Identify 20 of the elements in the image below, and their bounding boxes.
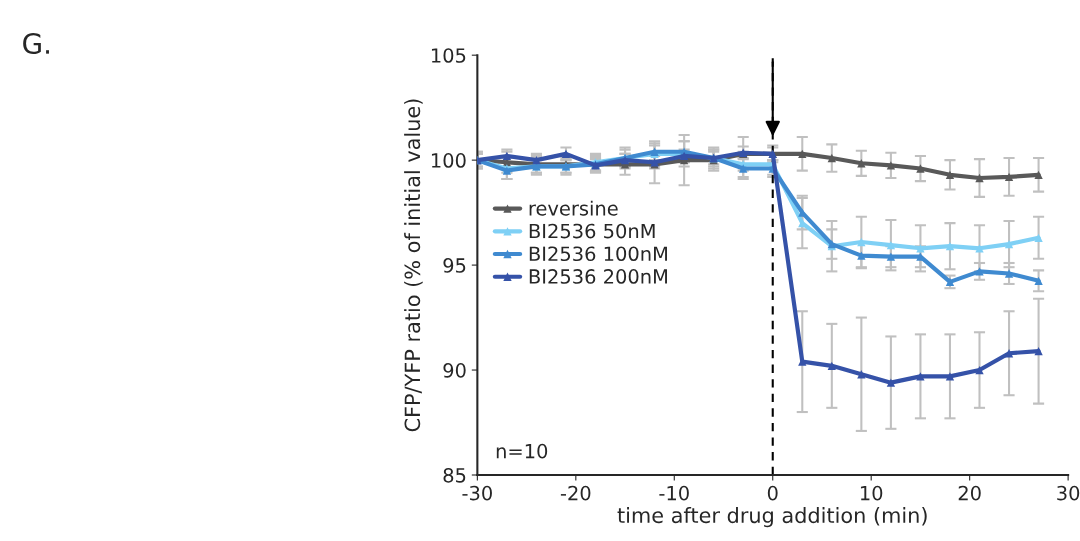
y-tick-label: 95 (443, 258, 466, 273)
y-tick-label: 100 (431, 153, 466, 168)
x-tick-label: -10 (659, 485, 689, 501)
x-tick-label: 30 (1057, 485, 1080, 501)
x-tick-label: 20 (958, 485, 981, 501)
legend-label: reversine (529, 200, 618, 216)
legend-label: BI2536 100nM (529, 246, 667, 262)
annotation: n=10 (496, 443, 548, 459)
y-tick-label: 90 (443, 363, 466, 378)
legend-label: BI2536 50nM (529, 223, 655, 239)
y-tick-label: 105 (431, 48, 466, 63)
x-tick-label: 0 (767, 485, 778, 501)
text: G. (23, 33, 49, 55)
legend-label: BI2536 200nM (529, 269, 667, 284)
x-tick-label: 10 (860, 485, 883, 501)
x-axis-title: time after drug addition (min) (617, 507, 927, 528)
y-tick-label: 85 (443, 467, 466, 483)
x-tick-label: -20 (560, 485, 591, 501)
x-tick-label: -30 (462, 485, 492, 501)
y-axis-title: CFP/YFP ratio (% of initial value) (404, 99, 423, 432)
